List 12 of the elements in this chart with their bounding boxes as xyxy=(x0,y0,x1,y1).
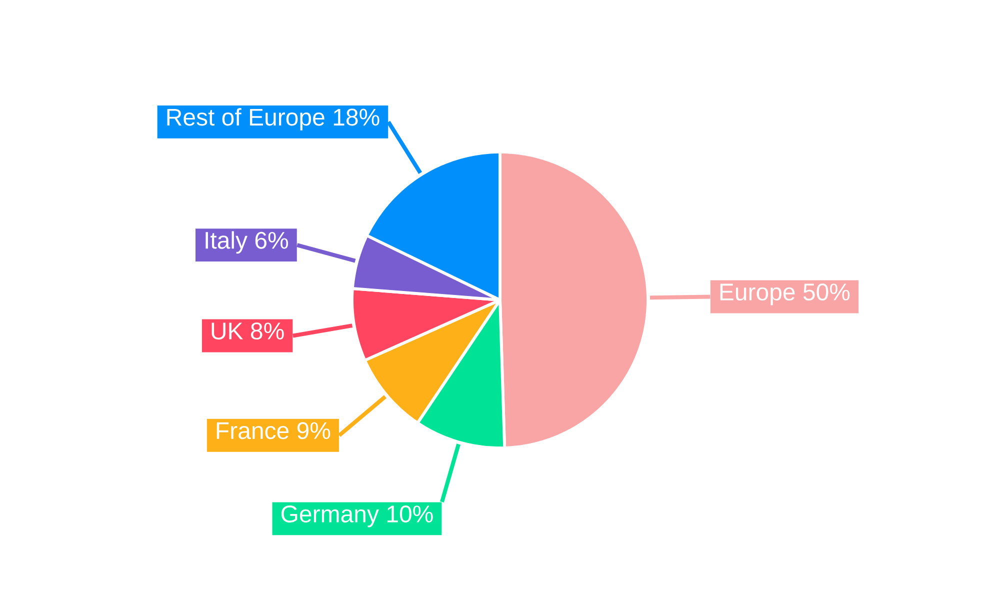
slice-label: Rest of Europe xyxy=(167,108,324,130)
slice-label: Europe xyxy=(720,284,795,306)
data-label: 9% xyxy=(297,422,330,440)
slice-label: Italy xyxy=(206,231,248,254)
data-label: 6% xyxy=(255,232,288,249)
slice-label: UK xyxy=(212,322,244,340)
data-label: 18% xyxy=(334,108,380,126)
data-label: 50% xyxy=(803,283,850,300)
data-label: 10% xyxy=(387,505,433,522)
slice-label: France xyxy=(216,422,289,440)
data-label: 8% xyxy=(251,322,284,340)
slice-label: Germany xyxy=(281,505,379,528)
